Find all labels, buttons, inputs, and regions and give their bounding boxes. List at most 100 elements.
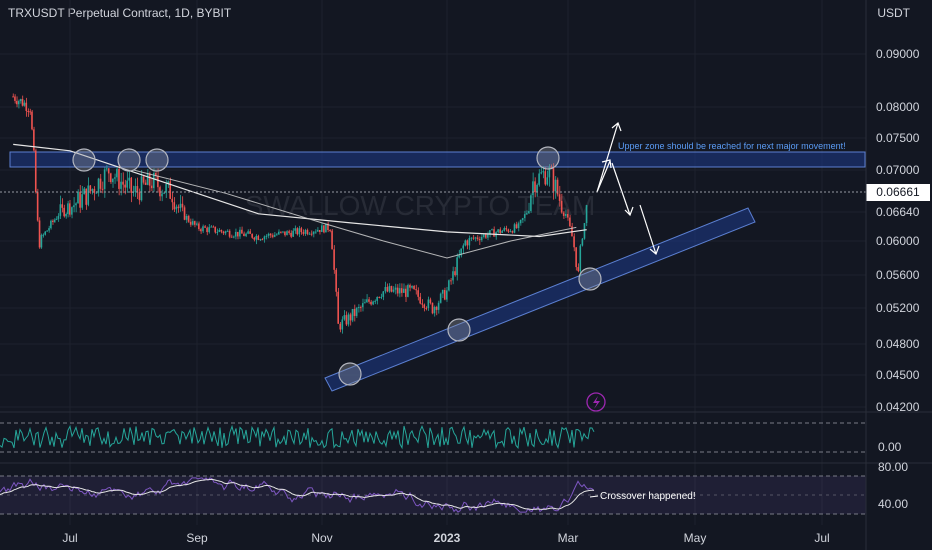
candle-body	[306, 230, 309, 234]
ma-long-line	[13, 143, 587, 238]
candle-body	[441, 289, 444, 294]
candle-body	[484, 234, 487, 238]
candle-body	[157, 176, 159, 188]
candle-body	[419, 296, 421, 304]
candle-body	[85, 188, 87, 205]
candle-body	[323, 225, 325, 233]
lightning-icon[interactable]	[586, 392, 606, 412]
candle-body	[193, 221, 196, 225]
candle-body	[335, 269, 337, 292]
candle-body	[257, 235, 260, 240]
candle-body	[425, 307, 428, 309]
candle-body	[396, 287, 399, 294]
candle-body	[249, 231, 251, 234]
candle-body	[271, 235, 274, 237]
candle-body	[128, 177, 131, 181]
watermark: SWALLOW CRYPTO TEAM	[245, 190, 596, 221]
candle-body	[478, 239, 481, 241]
candle-body	[71, 207, 73, 215]
candle-body	[540, 172, 542, 174]
time-tick: Jul	[814, 531, 829, 545]
candle-body	[204, 226, 206, 228]
candle-body	[91, 188, 94, 192]
candle-body	[61, 204, 64, 208]
candle-body	[101, 188, 104, 190]
candle-body	[435, 306, 438, 310]
candle-body	[487, 234, 489, 238]
candle-body	[304, 230, 307, 234]
time-tick: Mar	[558, 531, 579, 545]
candle-body	[21, 99, 24, 106]
candle-body	[339, 323, 342, 330]
candle-body	[585, 205, 588, 224]
candle-body	[407, 285, 409, 297]
candle-body	[146, 173, 149, 185]
candle-body	[470, 237, 473, 239]
candle-body	[57, 215, 60, 219]
candle-body	[36, 192, 39, 221]
candle-body	[251, 233, 253, 238]
candle-body	[150, 185, 153, 189]
rsi-tick-80: 80.00	[878, 460, 908, 474]
candle-body	[42, 234, 45, 236]
candle-body	[161, 193, 163, 197]
candle-body	[232, 236, 235, 238]
candle-body	[77, 191, 79, 204]
candle-body	[398, 288, 401, 294]
candle-body	[423, 304, 426, 308]
candle-body	[331, 230, 333, 250]
candle-body	[327, 223, 329, 231]
candle-body	[489, 230, 491, 235]
last-price-tag	[866, 184, 930, 201]
candle-body	[200, 229, 202, 232]
candle-body	[107, 168, 110, 174]
candle-body	[105, 168, 108, 170]
candle-body	[528, 211, 530, 214]
candle-body	[218, 230, 221, 232]
touch-circle	[578, 267, 602, 291]
candle-body	[511, 231, 514, 233]
candle-body	[446, 290, 448, 300]
candle-body	[261, 239, 264, 241]
candle-body	[458, 255, 460, 258]
candle-body	[144, 182, 147, 185]
candle-body	[532, 181, 534, 196]
candle-body	[81, 194, 83, 208]
time-tick: Jul	[62, 531, 77, 545]
candle-body	[544, 171, 547, 185]
candle-body	[95, 192, 98, 194]
candle-body	[472, 237, 475, 239]
candle-body	[210, 226, 212, 228]
candle-body	[400, 288, 403, 293]
candle-body	[189, 221, 192, 225]
candle-body	[63, 207, 65, 217]
price-tick: 0.06000	[876, 234, 920, 248]
candle-body	[525, 213, 528, 215]
candle-body	[523, 214, 526, 219]
rsi-ma-line	[0, 478, 595, 511]
candle-body	[394, 287, 397, 290]
candle-body	[456, 257, 458, 276]
candle-body	[216, 231, 219, 233]
candle-body	[562, 212, 565, 216]
candle-body	[267, 233, 270, 236]
price-tick: 0.06640	[876, 205, 920, 219]
candle-body	[333, 249, 335, 270]
time-tick: May	[684, 531, 707, 545]
candle-body	[378, 296, 380, 298]
candle-body	[142, 176, 145, 183]
candle-body	[155, 173, 157, 177]
candle-body	[364, 302, 366, 304]
candle-body	[499, 229, 501, 233]
candle-body	[126, 180, 128, 188]
candle-body	[482, 234, 485, 237]
candle-body	[427, 299, 430, 308]
candle-body	[542, 171, 544, 173]
candle-body	[337, 291, 339, 324]
candle-body	[173, 202, 176, 210]
candle-body	[564, 214, 567, 216]
candle-body	[75, 203, 77, 206]
candle-body	[384, 286, 387, 292]
candle-body	[286, 231, 288, 236]
